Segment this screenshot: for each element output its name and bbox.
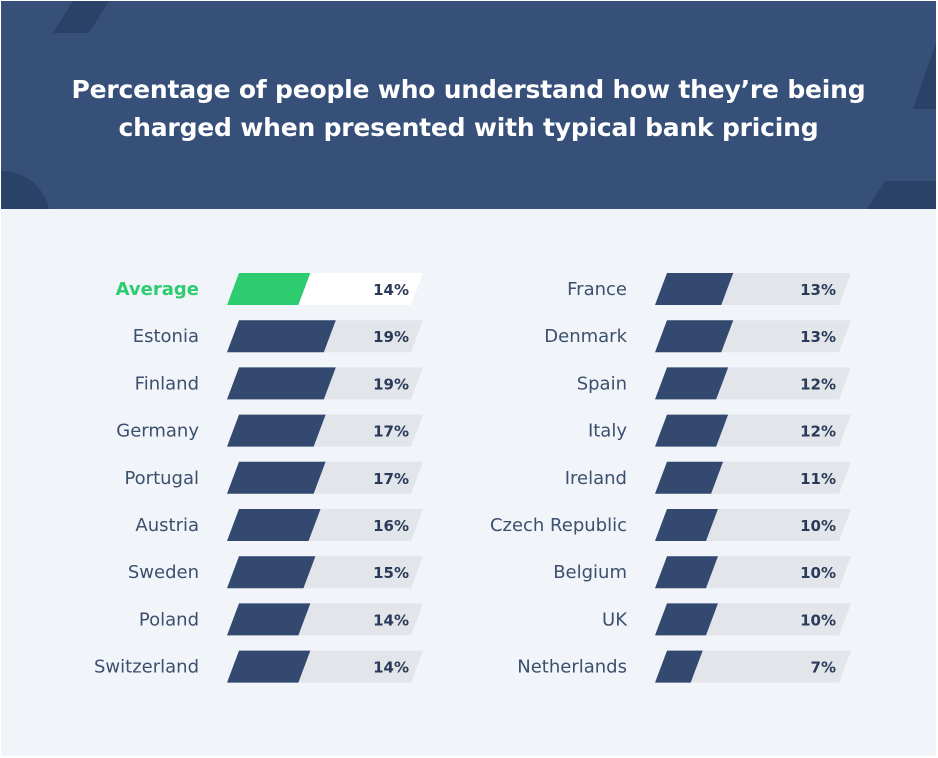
value-label: 16% xyxy=(373,517,409,535)
value-label: 14% xyxy=(373,611,409,629)
bar-row-netherlands: Netherlands 7% xyxy=(517,650,851,683)
bar-row-poland: Poland 14% xyxy=(139,603,423,636)
value-label: 10% xyxy=(800,611,836,629)
value-label: 19% xyxy=(373,375,409,393)
bar-row-austria: Austria 16% xyxy=(135,509,423,541)
bar xyxy=(227,509,321,541)
value-label: 11% xyxy=(800,470,836,488)
bar xyxy=(655,320,734,353)
bar-row-uk: UK 10% xyxy=(602,603,851,636)
bar xyxy=(655,603,718,636)
category-label: Switzerland xyxy=(94,657,199,678)
category-label: Average xyxy=(116,279,199,300)
bar-row-finland: Finland 19% xyxy=(135,367,423,400)
bar-row-average: Average 14% xyxy=(116,273,423,305)
category-label: Netherlands xyxy=(517,657,627,678)
value-label: 7% xyxy=(811,659,836,677)
category-label: Belgium xyxy=(553,562,627,583)
bar xyxy=(227,414,326,447)
value-label: 10% xyxy=(800,517,836,535)
bar-row-italy: Italy 12% xyxy=(588,414,851,447)
bar xyxy=(655,461,724,494)
category-label: Austria xyxy=(135,515,199,536)
bar-row-switzerland: Switzerland 14% xyxy=(94,650,423,683)
value-label: 12% xyxy=(800,423,836,441)
bar-track xyxy=(655,650,851,683)
value-label: 17% xyxy=(373,423,409,441)
category-label: Germany xyxy=(116,421,199,442)
category-label: France xyxy=(567,279,627,300)
header-banner: Percentage of people who understand how … xyxy=(1,1,936,209)
bar-row-denmark: Denmark 13% xyxy=(544,320,851,353)
value-label: 15% xyxy=(373,564,409,582)
bar xyxy=(227,650,311,683)
bar xyxy=(655,367,729,400)
bar xyxy=(655,650,703,683)
bar-row-france: France 13% xyxy=(567,273,851,305)
value-label: 14% xyxy=(373,659,409,677)
value-label: 12% xyxy=(800,375,836,393)
bar-row-germany: Germany 17% xyxy=(116,414,423,447)
category-label: Italy xyxy=(588,421,627,442)
bar-row-spain: Spain 12% xyxy=(577,367,851,400)
category-label: Czech Republic xyxy=(490,515,627,536)
bar xyxy=(227,273,311,305)
chart-title: Percentage of people who understand how … xyxy=(71,75,866,142)
category-label: Portugal xyxy=(124,468,199,489)
header-decoration xyxy=(1,1,936,209)
category-label: Poland xyxy=(139,609,199,630)
bar-chart: Average 14% Estonia 19% Finland 19% Germany 17%… xyxy=(94,273,851,683)
value-label: 13% xyxy=(800,281,836,299)
bar xyxy=(655,414,729,447)
category-label: Finland xyxy=(135,373,199,394)
bar xyxy=(227,556,316,589)
bar-row-czech-republic: Czech Republic 10% xyxy=(490,509,851,541)
bar-row-portugal: Portugal 17% xyxy=(124,461,423,494)
category-label: Denmark xyxy=(544,326,627,347)
bar xyxy=(655,556,718,589)
bar-row-ireland: Ireland 11% xyxy=(565,461,851,494)
bar-row-belgium: Belgium 10% xyxy=(553,556,851,589)
category-label: Ireland xyxy=(565,468,627,489)
value-label: 13% xyxy=(800,328,836,346)
category-label: Sweden xyxy=(128,562,199,583)
bar xyxy=(655,273,734,305)
bar-row-sweden: Sweden 15% xyxy=(128,556,423,589)
bar xyxy=(227,367,336,400)
category-label: Spain xyxy=(577,373,627,394)
value-label: 19% xyxy=(373,328,409,346)
value-label: 17% xyxy=(373,470,409,488)
category-label: Estonia xyxy=(133,326,199,347)
value-label: 14% xyxy=(373,281,409,299)
bar xyxy=(227,603,311,636)
bar xyxy=(655,509,718,541)
value-label: 10% xyxy=(800,564,836,582)
category-label: UK xyxy=(602,609,628,630)
bar-row-estonia: Estonia 19% xyxy=(133,320,423,353)
bar xyxy=(227,461,326,494)
bar xyxy=(227,320,336,353)
